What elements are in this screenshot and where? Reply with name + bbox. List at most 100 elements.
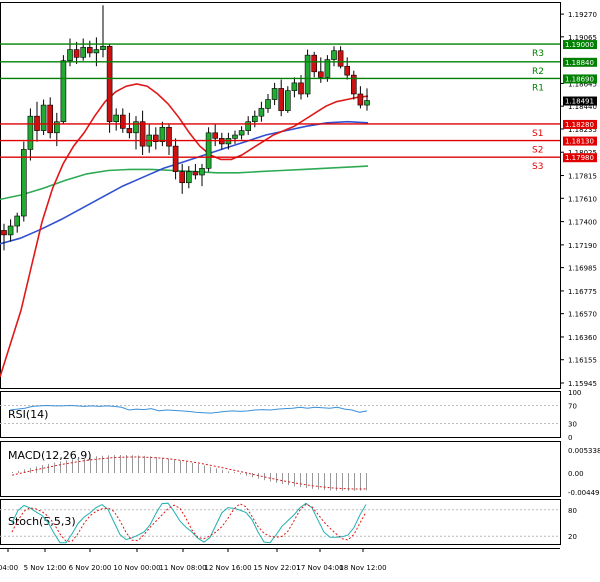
macd-bar: [330, 473, 331, 491]
macd-bar: [54, 462, 55, 473]
candle-body: [350, 74, 357, 95]
candle-body: [265, 99, 271, 109]
macd-bar: [174, 459, 175, 473]
price-tick-label: 1.16360: [568, 334, 597, 342]
macd-bar: [138, 455, 139, 473]
candle-body: [87, 47, 93, 54]
level-price-box: [563, 57, 597, 67]
macd-bar: [228, 471, 229, 473]
time-tick-label: 12 Nov 16:00: [204, 564, 251, 572]
candle-body: [212, 132, 218, 139]
candle-body: [153, 134, 159, 142]
macd-bar: [276, 473, 277, 483]
macd-bar: [216, 468, 217, 473]
level-price-label: 1.18491: [565, 98, 594, 106]
macd-bar: [294, 473, 295, 487]
candle-body: [14, 215, 20, 227]
candle-body: [284, 90, 291, 111]
price-tick-label: 1.16775: [568, 288, 597, 296]
price-tick-label: 1.16570: [568, 311, 597, 319]
main-panel-frame: [0, 2, 561, 389]
macd-bar: [240, 473, 241, 475]
ma-mid-line: [0, 120, 369, 245]
candle-body: [126, 128, 133, 134]
time-tick-label: 6 Nov 20:00: [69, 564, 112, 572]
macd-bar: [288, 473, 289, 486]
macd-bar: [66, 460, 67, 473]
price-tick-label: 1.16985: [568, 265, 597, 273]
price-tick-label: 1.17400: [568, 219, 597, 227]
time-tick-label: 17 Nov 04:00: [296, 564, 343, 572]
level-price-box: [563, 96, 597, 106]
macd-bar: [168, 458, 169, 473]
macd-bar: [234, 472, 235, 473]
candle-body: [245, 121, 251, 131]
candle-body: [47, 104, 54, 134]
rsi-line: [9, 404, 368, 414]
time-tick-label: 5 Nov 12:00: [24, 564, 67, 572]
macd-bar: [132, 455, 133, 473]
time-tick-label: 04:00: [0, 564, 18, 572]
candle-body: [364, 100, 370, 106]
macd-bar: [312, 473, 313, 489]
time-tick-label: 10 Nov 00:00: [113, 564, 160, 572]
candle-body: [311, 54, 318, 73]
macd-bar: [24, 469, 25, 473]
candle-body: [357, 93, 364, 106]
macd-bar: [78, 458, 79, 473]
macd-bar: [348, 473, 349, 491]
macd-label: MACD(12,26,9): [8, 449, 92, 462]
macd-bar: [318, 473, 319, 490]
macd-bar: [186, 461, 187, 473]
macd-tick-label: -0.004497: [568, 489, 600, 497]
macd-tick-label: 0.00: [568, 470, 584, 478]
macd-bar: [162, 457, 163, 473]
candle-body: [53, 121, 60, 134]
price-tick-label: 1.17815: [568, 173, 597, 181]
candle-body: [40, 104, 47, 131]
level-name-s1: S1: [532, 129, 543, 139]
candle-body: [278, 88, 285, 111]
macd-bar: [204, 465, 205, 473]
candle-body: [67, 49, 73, 61]
price-tick-label: 1.17610: [568, 195, 597, 203]
stoch-tick-label: 80: [568, 507, 577, 515]
stoch-tick-label: 20: [568, 533, 577, 541]
candle-body: [205, 132, 212, 169]
level-name-s3: S3: [532, 162, 543, 172]
macd-tick-label: 0.005338: [568, 447, 600, 455]
macd-bar: [108, 455, 109, 473]
candle-body: [192, 171, 199, 176]
price-tick-label: 1.19065: [568, 34, 597, 42]
candle-body: [172, 145, 179, 172]
macd-bar: [324, 473, 325, 491]
candle-body: [100, 45, 106, 50]
level-price-box: [563, 119, 597, 129]
macd-bar: [360, 473, 361, 491]
macd-bar: [144, 455, 145, 473]
candle-body: [344, 65, 351, 76]
candle-body: [106, 45, 113, 123]
macd-bar: [252, 473, 253, 478]
candle-body: [232, 134, 238, 139]
candle-body: [159, 126, 166, 142]
level-price-label: 1.18840: [565, 59, 594, 67]
candle-body: [337, 50, 344, 67]
macd-bar: [222, 469, 223, 473]
macd-bar: [300, 473, 301, 488]
price-tick-label: 1.18645: [568, 80, 597, 88]
macd-bar: [192, 462, 193, 473]
candle-body: [113, 114, 119, 123]
macd-bar: [306, 473, 307, 489]
stoch-panel-frame: [0, 499, 561, 545]
macd-bar: [84, 457, 85, 473]
price-tick-label: 1.17190: [568, 242, 597, 250]
macd-bar: [90, 456, 91, 473]
level-price-label: 1.18690: [565, 75, 594, 83]
level-price-box: [563, 40, 597, 50]
macd-bar: [156, 456, 157, 473]
time-tick-label: 15 Nov 22:01: [253, 564, 300, 572]
rsi-tick-label: 0: [568, 434, 572, 442]
rsi-label: RSI(14): [8, 408, 48, 421]
